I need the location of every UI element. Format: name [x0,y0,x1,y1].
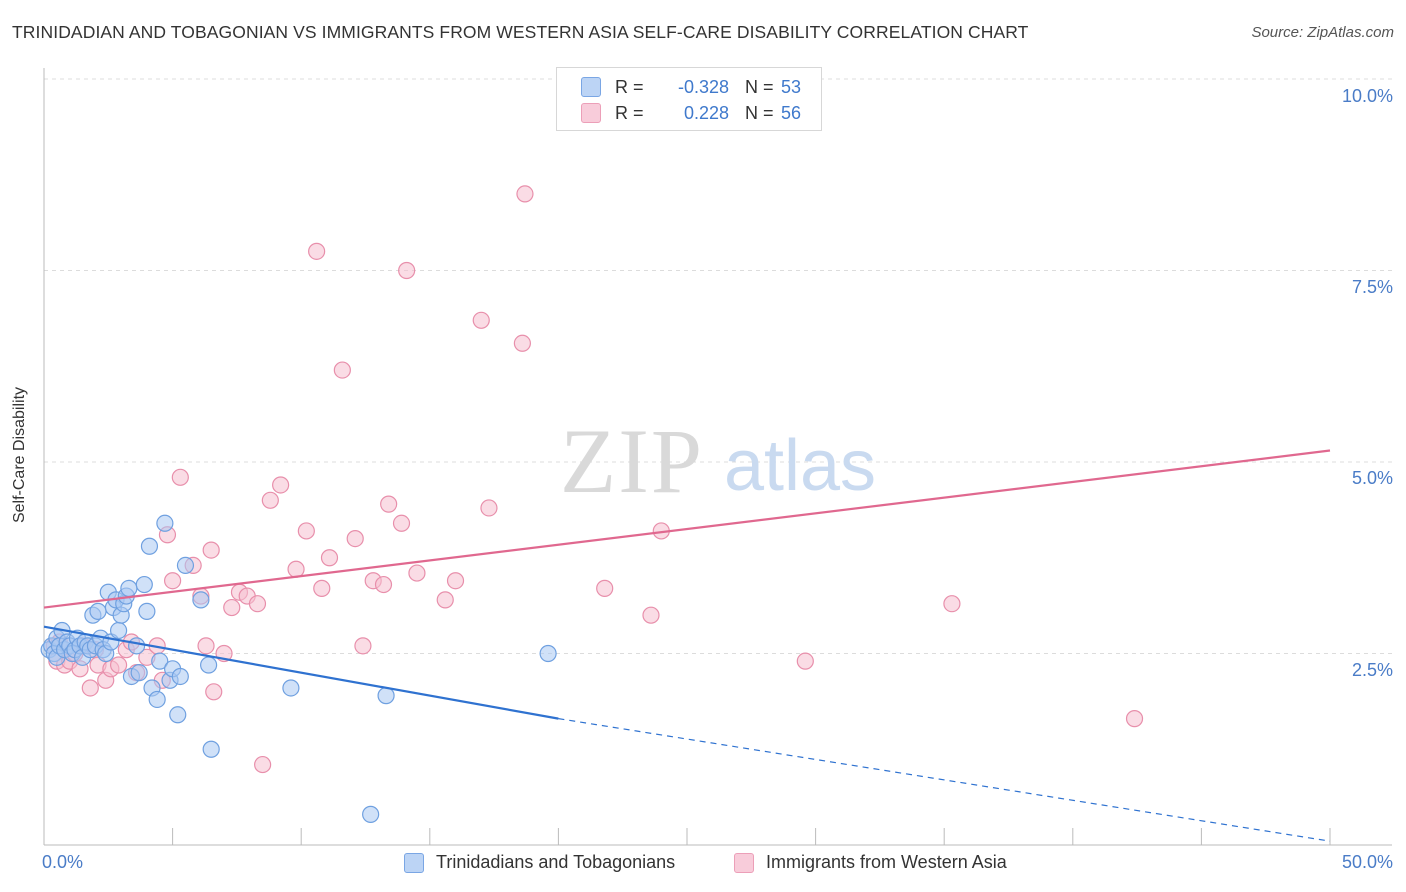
legend-n-value-blue: 53 [781,76,802,97]
source-label: Source: ZipAtlas.com [1251,24,1394,41]
pink-point [408,564,426,582]
pink-point [333,361,351,379]
legend-r-label: R = [615,76,644,97]
watermark-zip: ZIP [560,410,704,512]
bottom-legend-blue: Trinidadians and Tobagonians [404,852,675,873]
pink-point [313,579,331,597]
blue-point [151,652,169,670]
pink-point [796,652,814,670]
blue-point [176,556,195,575]
pink-point [943,595,961,613]
pink-point [248,595,267,613]
blue-point [377,687,395,705]
pink-point [480,499,498,517]
pink-point [109,656,128,674]
pink-point [596,579,614,597]
blue-point [200,656,218,674]
bottom-legend-swatch-blue [404,852,424,873]
trendlines [43,449,1331,842]
blue-trendline-extension [558,718,1331,842]
pink-point [1125,710,1144,728]
pink-point [197,637,215,655]
y-tick-label-5: 5.0% [1351,468,1393,488]
pink-point [346,529,364,548]
pink-point [287,560,305,578]
legend-n-label: N = [745,76,774,97]
pink-point [354,637,372,655]
pink-point [380,495,398,513]
pink-point [446,572,465,590]
pink-point [164,572,182,590]
blue-point [539,644,557,663]
bottom-legend-label-blue: Trinidadians and Tobagonians [436,852,676,872]
pink-point [516,185,534,203]
bottom-legend-label-pink: Immigrants from Western Asia [766,852,1007,872]
pink-point [261,491,279,509]
pink-point [472,311,490,329]
legend-r-label: R = [615,102,644,123]
blue-point [171,667,189,686]
blue-point [282,679,300,697]
legend-r-value-pink: 0.228 [683,102,729,123]
blue-point [135,575,153,594]
pink-point [374,575,393,594]
pink-point [205,683,223,701]
pink-point [308,242,326,260]
blue-point [169,706,187,724]
legend-swatch-blue [581,77,601,97]
x-tick-label-max: 50.0% [1341,852,1393,872]
pink-point [272,476,290,494]
blue-point [156,514,174,532]
blue-points [40,514,557,823]
blue-point [202,740,220,758]
blue-point [140,537,159,555]
y-tick-label-10: 10.0% [1341,86,1393,106]
blue-point [130,664,148,682]
pink-point [202,541,220,559]
pink-point [513,334,531,352]
legend-swatch-pink [581,103,601,123]
blue-point [89,602,107,620]
legend-r-value-blue: -0.328 [677,76,729,97]
blue-point [362,805,380,823]
pink-point [642,606,660,624]
stats-legend: R = -0.328 N = 53 R = 0.228 N = 56 [556,67,822,131]
pink-point [171,468,189,486]
bottom-legend-pink: Immigrants from Western Asia [734,852,1007,873]
blue-trendline [43,625,559,720]
blue-point [138,602,156,620]
pink-point [392,514,411,532]
watermark: ZIP atlas [560,410,876,512]
chart-title: TRINIDADIAN AND TOBAGONIAN VS IMMIGRANTS… [12,22,1029,42]
blue-point [109,621,128,640]
watermark-atlas: atlas [724,426,876,506]
y-tick-label-2-5: 2.5% [1351,660,1393,680]
pink-trendline [43,449,1331,609]
blue-point [120,579,138,597]
pink-point [223,598,241,617]
pink-point [320,549,339,567]
pink-point [254,755,272,774]
pink-point [398,261,416,280]
legend-n-value-pink: 56 [781,102,802,123]
y-axis-label: Self-Care Disability [11,386,28,524]
legend-row-blue: R = -0.328 N = 53 [581,75,801,99]
blue-point [127,637,146,655]
pink-point [81,679,99,697]
x-tick-label-min: 0.0% [42,852,84,872]
y-tick-label-7-5: 7.5% [1351,277,1393,297]
legend-n-label: N = [745,102,774,123]
grid-lines [44,78,1392,654]
bottom-legend-swatch-pink [734,852,754,873]
pink-point [436,591,454,609]
axes [43,68,1392,846]
pink-point [297,522,315,540]
legend-row-pink: R = 0.228 N = 56 [581,101,801,125]
blue-point [148,690,166,709]
blue-point [192,591,210,609]
